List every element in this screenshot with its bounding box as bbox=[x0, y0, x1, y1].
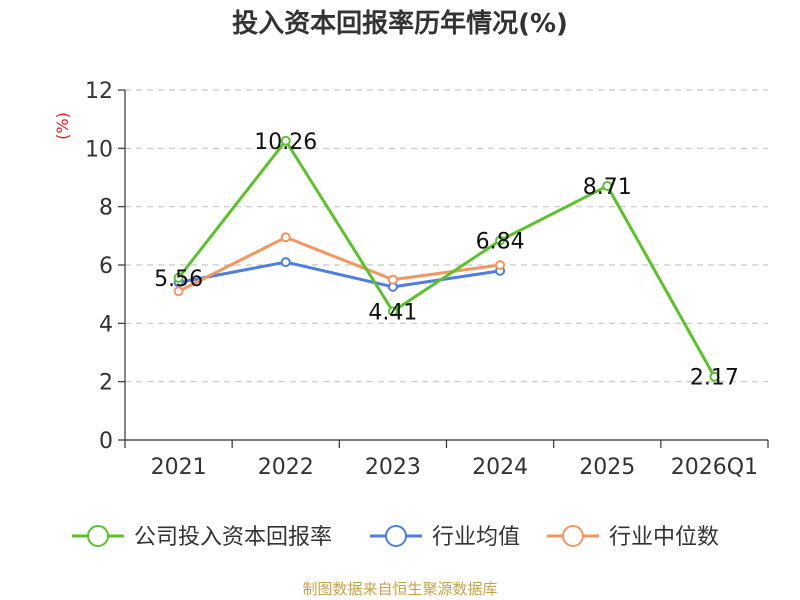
data-label-layer: 5.56 10.26 4.41 6.84 8.71 2.17 bbox=[154, 130, 739, 391]
data-point bbox=[495, 260, 506, 270]
x-tick-label: 2023 bbox=[365, 455, 421, 480]
data-label: 5.56 bbox=[154, 267, 203, 292]
y-tick-label: 8 bbox=[99, 196, 113, 221]
x-tick-label: 2026Q1 bbox=[671, 455, 758, 480]
series-line bbox=[178, 260, 501, 289]
chart-title: 投入资本回报率历年情况(%) bbox=[232, 8, 568, 39]
legend: 公司投入资本回报率 行业均值 行业中位数 bbox=[72, 525, 719, 550]
data-point bbox=[387, 306, 398, 317]
legend-swatch-marker bbox=[562, 525, 584, 547]
y-tick-label: 6 bbox=[99, 254, 113, 279]
data-point bbox=[280, 232, 291, 243]
data-label: 4.41 bbox=[368, 300, 417, 325]
legend-swatch-marker bbox=[87, 525, 109, 547]
grid-layer bbox=[125, 89, 768, 383]
data-point bbox=[709, 371, 720, 382]
legend-label: 行业均值 bbox=[432, 525, 520, 550]
data-label: 6.84 bbox=[476, 230, 525, 255]
y-tick-label: 4 bbox=[99, 312, 113, 337]
x-tick-label: 2021 bbox=[151, 455, 207, 480]
y-tick-label: 12 bbox=[85, 79, 113, 104]
axis-layer: 0 2 4 6 8 10 12 2021 2022 2023 2024 2025 2026Q1 bbox=[85, 79, 769, 480]
x-tick-label: 2022 bbox=[258, 455, 314, 480]
y-tick-label: 10 bbox=[85, 137, 113, 162]
series-layer bbox=[173, 135, 720, 382]
data-label: 8.71 bbox=[583, 175, 632, 200]
x-tick-label: 2025 bbox=[579, 455, 635, 480]
series-line bbox=[177, 139, 716, 378]
data-point bbox=[173, 286, 184, 297]
legend-swatch-marker bbox=[385, 525, 407, 547]
data-point bbox=[602, 180, 613, 191]
series-line bbox=[177, 235, 501, 293]
y-axis-label: (%) bbox=[53, 112, 72, 140]
data-point bbox=[173, 272, 184, 283]
y-tick-label: 0 bbox=[99, 429, 113, 454]
source-note: 制图数据来自恒生聚源数据库 bbox=[302, 580, 497, 598]
y-tick-label: 2 bbox=[99, 371, 113, 396]
data-point bbox=[387, 274, 398, 285]
x-tick-label: 2024 bbox=[472, 455, 528, 480]
data-label: 2.17 bbox=[690, 366, 739, 391]
data-label: 10.26 bbox=[254, 130, 317, 155]
data-point bbox=[280, 257, 291, 268]
data-point bbox=[280, 135, 291, 146]
data-point bbox=[495, 235, 506, 246]
legend-label: 行业中位数 bbox=[609, 525, 719, 550]
legend-label: 公司投入资本回报率 bbox=[134, 525, 332, 550]
